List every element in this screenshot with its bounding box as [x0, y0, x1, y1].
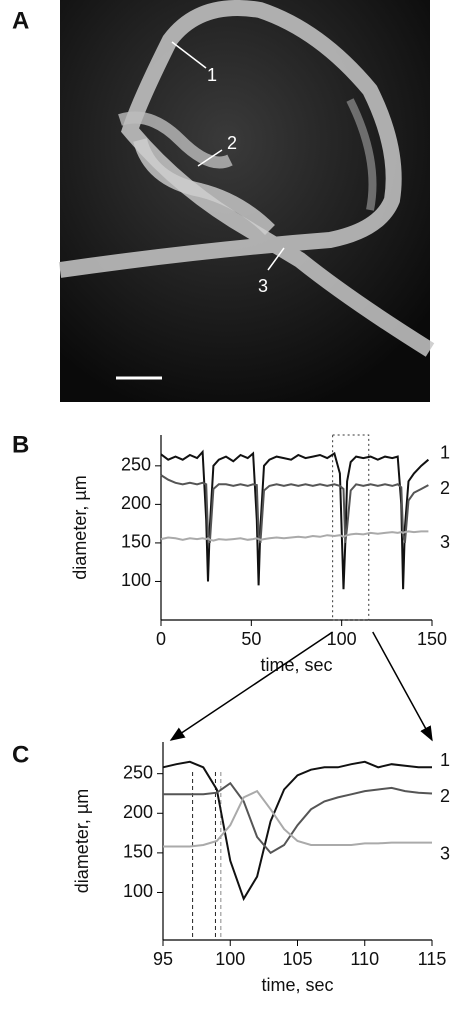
- series-label: 2: [440, 786, 450, 806]
- y-tick-label: 250: [121, 455, 151, 475]
- y-tick-label: 200: [123, 802, 153, 822]
- series-line: [160, 530, 429, 542]
- marker-line: [197, 149, 223, 167]
- y-tick-label: 150: [123, 842, 153, 862]
- vessel-marker: 2: [227, 133, 237, 153]
- series-label: 1: [440, 442, 450, 462]
- x-tick-label: 100: [215, 949, 245, 969]
- series-label: 3: [440, 532, 450, 552]
- y-tick-label: 250: [123, 762, 153, 782]
- vessel-marker: 1: [207, 65, 217, 85]
- series-line: [163, 781, 433, 855]
- vessel-marker: 3: [258, 276, 268, 296]
- y-tick-label: 150: [121, 532, 151, 552]
- series-line: [162, 760, 432, 902]
- zoom-arrow: [169, 631, 334, 741]
- panel-label: C: [12, 741, 29, 768]
- marker-line: [267, 247, 285, 271]
- vessel: [346, 98, 377, 211]
- panel-label: A: [12, 7, 29, 34]
- x-tick-label: 150: [417, 629, 447, 649]
- x-tick-label: 115: [418, 949, 447, 969]
- x-axis-label: time, sec: [261, 975, 333, 995]
- series-label: 2: [440, 478, 450, 498]
- x-tick-label: 105: [282, 949, 312, 969]
- marker-line: [171, 41, 207, 69]
- zoom-arrow: [372, 631, 433, 742]
- y-axis-label: diameter, µm: [72, 789, 92, 893]
- series-label: 3: [440, 843, 450, 863]
- y-tick-label: 200: [121, 493, 151, 513]
- vessel: [133, 137, 275, 236]
- x-tick-label: 0: [156, 629, 166, 649]
- y-tick-label: 100: [123, 881, 153, 901]
- series-line: [160, 474, 429, 544]
- x-tick-label: 100: [327, 629, 357, 649]
- x-tick-label: 50: [241, 629, 261, 649]
- vessel: [118, 111, 233, 169]
- x-tick-label: 110: [350, 949, 379, 969]
- series-label: 1: [440, 750, 450, 770]
- vessel: [58, 0, 435, 357]
- series-line: [163, 789, 432, 848]
- micrograph: 1 2 3: [58, 0, 435, 402]
- x-tick-label: 95: [153, 949, 173, 969]
- panel-label: B: [12, 431, 29, 458]
- y-axis-label: diameter, µm: [70, 475, 90, 579]
- series-line: [160, 449, 430, 590]
- y-tick-label: 100: [121, 570, 151, 590]
- x-axis-label: time, sec: [260, 655, 332, 675]
